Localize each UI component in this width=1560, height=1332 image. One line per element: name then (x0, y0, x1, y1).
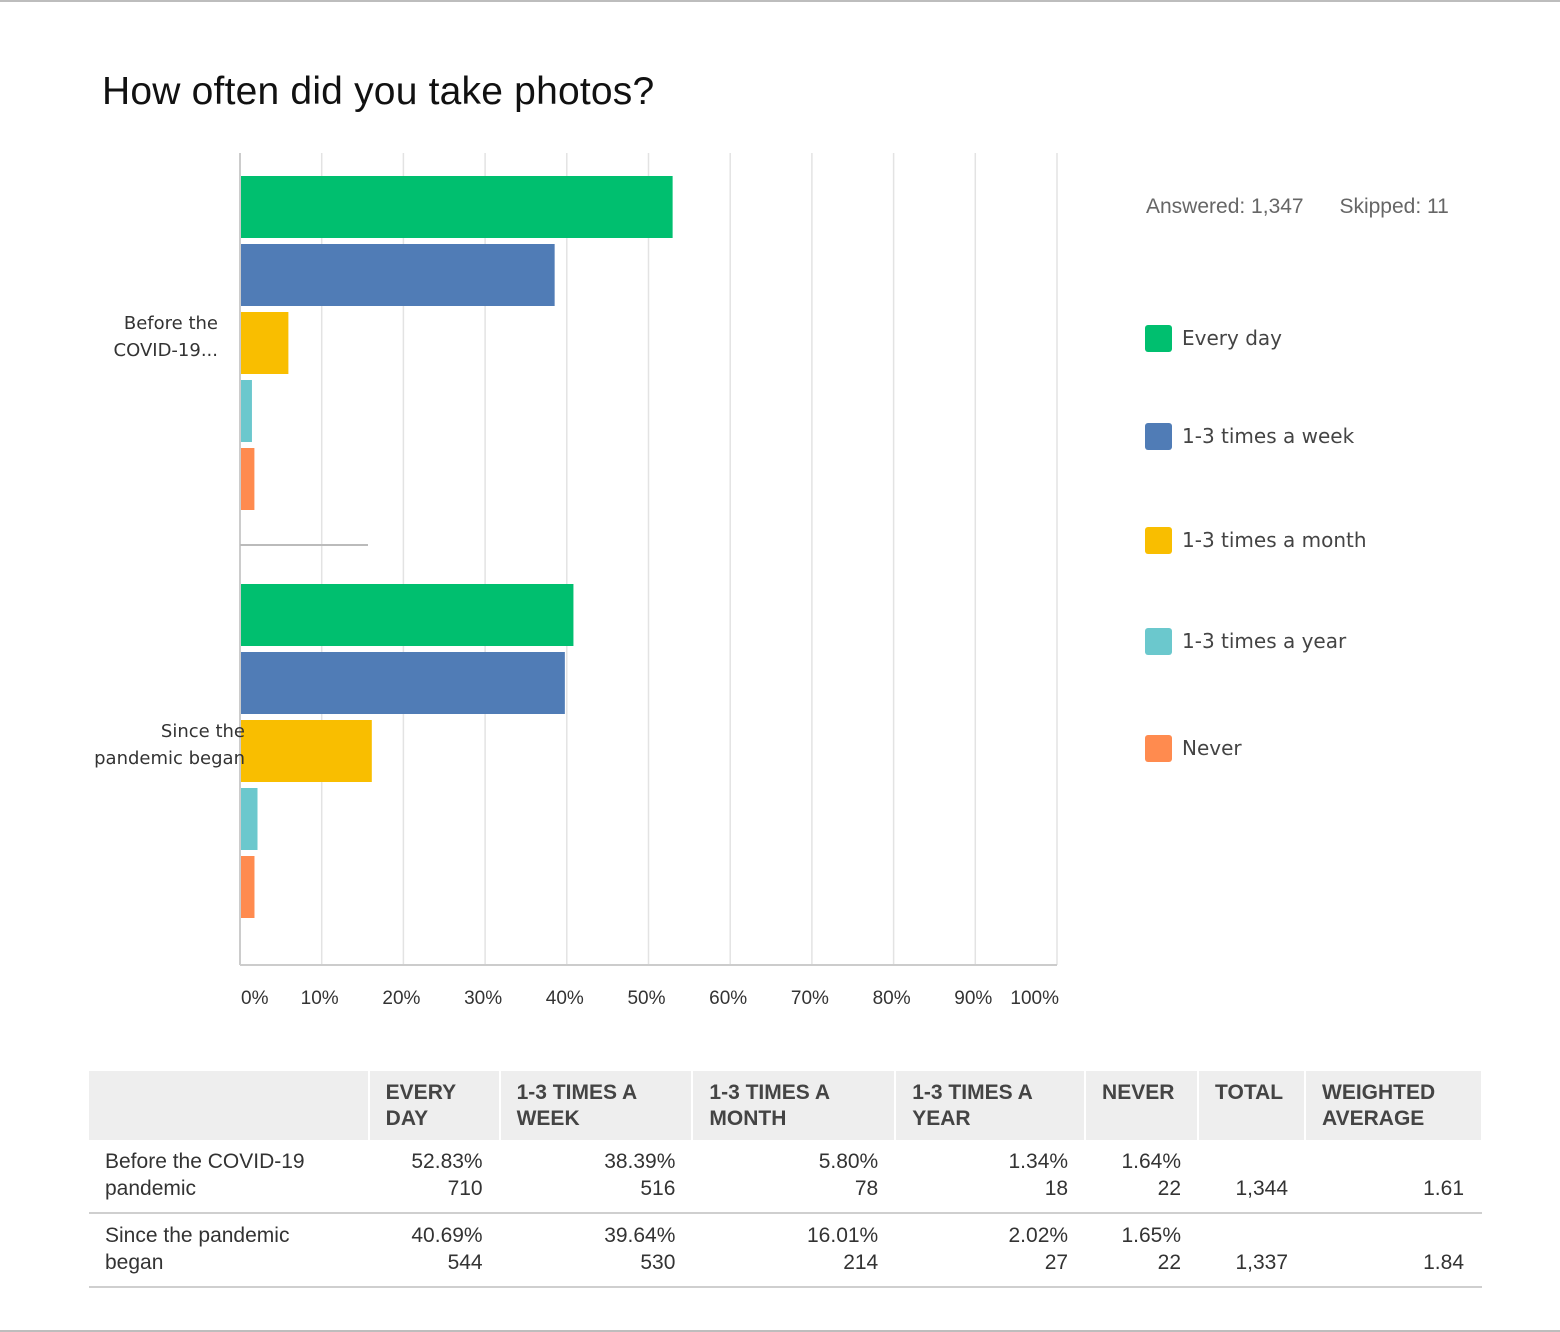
cell-count: 710 (447, 1177, 483, 1200)
legend-label: 1-3 times a year (1182, 629, 1347, 653)
question-title: How often did you take photos? (102, 70, 655, 114)
results-table: EVERY DAY 1-3 TIMES A WEEK 1-3 TIMES A M… (89, 1071, 1482, 1288)
cell-percent: 1.34% (1008, 1150, 1069, 1173)
bar-1-3-times-a-month (241, 720, 372, 782)
legend-item-month[interactable]: 1-3 times a month (1145, 527, 1445, 557)
bar-every-day (241, 176, 673, 238)
legend-item-never[interactable]: Never (1145, 735, 1445, 765)
table-row: Before the COVID-19 pandemic 52.83% 710 3… (89, 1140, 1482, 1214)
legend-swatch-month (1145, 527, 1172, 554)
response-stats: Answered: 1,347 Skipped: 11 (1146, 195, 1449, 219)
total-cell: 1,337 (1198, 1213, 1307, 1288)
legend-swatch-never (1145, 735, 1172, 762)
table-cell: 52.83% 710 (368, 1140, 501, 1214)
table-header (89, 1071, 370, 1140)
x-tick-label: 90% (954, 988, 992, 1009)
legend-swatch-year (1145, 628, 1172, 655)
row-label: Since the pandemic began (89, 1213, 370, 1288)
x-tick-label: 20% (382, 988, 420, 1009)
x-tick-label: 10% (301, 988, 339, 1009)
cell-count: 516 (640, 1177, 676, 1200)
x-tick-label: 80% (873, 988, 911, 1009)
bar-chart: 0% 10% 20% 30% 40% 50% 60% 70% 80% 90% 100% Before … (94, 153, 1059, 1009)
x-tick-label: 100% (1010, 988, 1059, 1009)
table-cell: 39.64% 530 (499, 1213, 694, 1288)
cell-percent: 40.69% (411, 1224, 483, 1247)
table-header-row: EVERY DAY 1-3 TIMES A WEEK 1-3 TIMES A M… (89, 1071, 1481, 1140)
cell-count: 78 (854, 1177, 879, 1200)
cell-percent: 38.39% (604, 1150, 676, 1173)
table-cell: 2.02% 27 (895, 1213, 1087, 1288)
bar-1-3-times-a-week (241, 652, 565, 714)
x-tick-label: 70% (791, 988, 829, 1009)
table-header: EVERY DAY (368, 1071, 501, 1140)
table-header: 1-3 TIMES A YEAR (895, 1071, 1087, 1140)
table-cell: 1.65% 22 (1085, 1213, 1200, 1288)
table-cell: 16.01% 214 (692, 1213, 897, 1288)
bar-1-3-times-a-week (241, 244, 555, 306)
x-tick-label: 60% (709, 988, 747, 1009)
cell-count: 214 (843, 1251, 879, 1274)
bottom-border (0, 1330, 1560, 1332)
x-tick-label: 0% (241, 988, 269, 1009)
x-tick-label: 40% (546, 988, 584, 1009)
cell-percent: 2.02% (1008, 1224, 1069, 1247)
legend-label: Never (1182, 736, 1242, 760)
table-header: WEIGHTED AVERAGE (1305, 1071, 1481, 1140)
top-border (0, 0, 1560, 2)
legend-swatch-week (1145, 423, 1172, 450)
row-label: Before the COVID-19 pandemic (89, 1140, 370, 1214)
category-label: pandemic began (94, 748, 245, 769)
bar-every-day (241, 584, 574, 646)
legend-item-every-day[interactable]: Every day (1145, 325, 1445, 355)
x-tick-label: 30% (464, 988, 502, 1009)
legend-label: 1-3 times a week (1182, 424, 1355, 448)
legend-label: Every day (1182, 326, 1282, 350)
weighted-average-cell: 1.61 (1305, 1140, 1482, 1214)
skipped-count: Skipped: 11 (1339, 195, 1449, 218)
category-label: COVID-19... (114, 340, 218, 361)
table-cell: 1.34% 18 (895, 1140, 1087, 1214)
category-label: Before the (124, 313, 218, 334)
answered-count: Answered: 1,347 (1146, 195, 1304, 218)
table-header: 1-3 TIMES A MONTH (692, 1071, 897, 1140)
table-cell: 5.80% 78 (692, 1140, 897, 1214)
total-cell: 1,344 (1198, 1140, 1307, 1214)
table-header: 1-3 TIMES A WEEK (499, 1071, 694, 1140)
cell-count: 544 (447, 1251, 483, 1274)
cell-percent: 39.64% (604, 1224, 676, 1247)
x-tick-label: 50% (627, 988, 665, 1009)
cell-count: 22 (1157, 1177, 1182, 1200)
table-header: NEVER (1085, 1071, 1200, 1140)
table-cell: 40.69% 544 (368, 1213, 501, 1288)
weighted-average-cell: 1.84 (1305, 1213, 1482, 1288)
bar-never (241, 856, 255, 918)
legend-swatch-every-day (1145, 325, 1172, 352)
legend-label: 1-3 times a month (1182, 528, 1367, 552)
bar-1-3-times-a-month (241, 312, 289, 374)
table-header: TOTAL (1198, 1071, 1307, 1140)
bar-1-3-times-a-year (241, 788, 258, 850)
cell-percent: 5.80% (818, 1150, 879, 1173)
category-label: Since the (161, 721, 245, 742)
table-cell: 1.64% 22 (1085, 1140, 1200, 1214)
cell-count: 18 (1044, 1177, 1069, 1200)
legend-item-year[interactable]: 1-3 times a year (1145, 628, 1445, 658)
table-cell: 38.39% 516 (499, 1140, 694, 1214)
bar-1-3-times-a-year (241, 380, 252, 442)
bar-never (241, 448, 255, 510)
table-row: Since the pandemic began 40.69% 544 39.64… (89, 1213, 1482, 1288)
cell-percent: 1.64% (1121, 1150, 1182, 1173)
cell-percent: 16.01% (807, 1224, 879, 1247)
cell-count: 530 (640, 1251, 676, 1274)
legend-item-week[interactable]: 1-3 times a week (1145, 423, 1445, 453)
cell-percent: 52.83% (411, 1150, 483, 1173)
cell-percent: 1.65% (1121, 1224, 1182, 1247)
cell-count: 27 (1044, 1251, 1069, 1274)
cell-count: 22 (1157, 1251, 1182, 1274)
